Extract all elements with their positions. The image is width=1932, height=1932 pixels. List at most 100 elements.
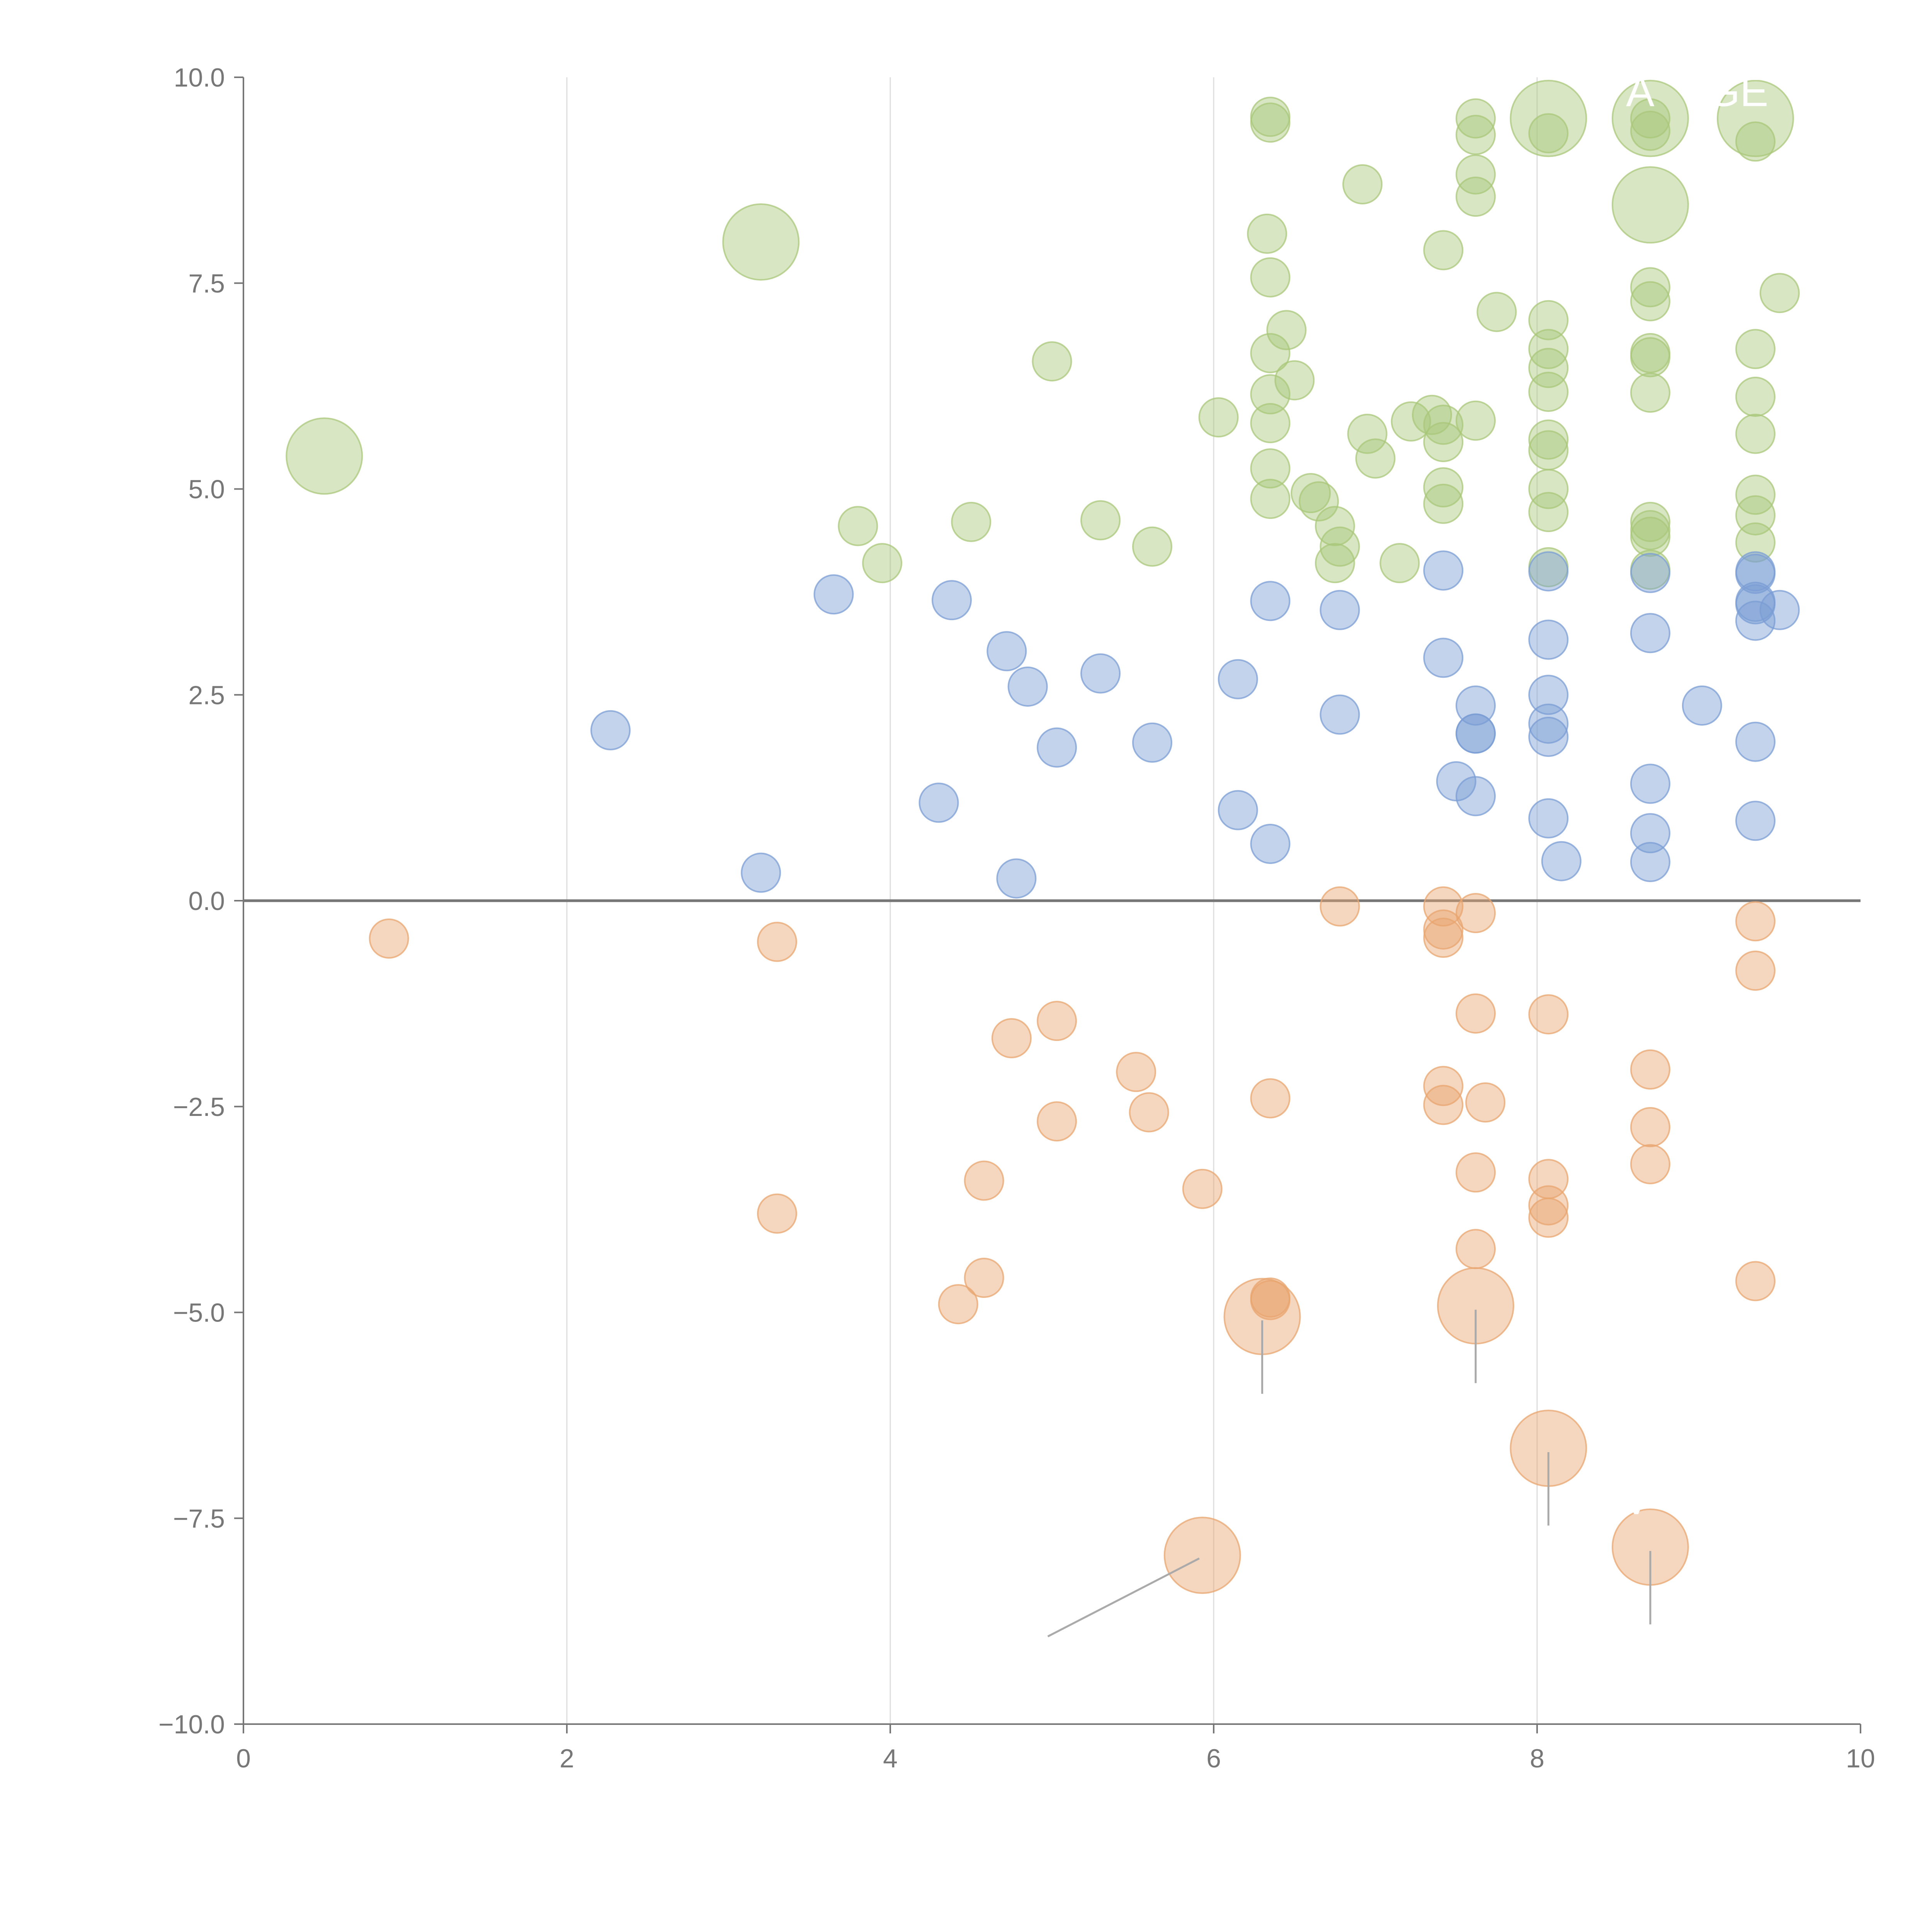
data-point-mid (1455, 685, 1496, 726)
data-point-low (964, 1160, 1004, 1201)
data-point-mid (932, 580, 972, 621)
data-point-high (1611, 166, 1689, 244)
x-tick-label: 0 (236, 1744, 251, 1773)
x-tick-label: 10 (1846, 1744, 1875, 1773)
data-point-mid (1455, 776, 1496, 816)
data-point-low (1250, 1280, 1291, 1320)
data-point-mid (1682, 685, 1722, 726)
data-point-mid (590, 710, 631, 750)
data-point-mid (741, 852, 781, 893)
data-point-low (1116, 1052, 1156, 1092)
data-point-high (1247, 213, 1287, 254)
data-point-mid (1528, 551, 1569, 592)
data-point-mid (1080, 653, 1121, 694)
data-point-low (1465, 1082, 1506, 1123)
data-point-low (1455, 993, 1496, 1034)
data-point-low (1182, 1168, 1223, 1209)
data-point-low (1455, 1229, 1496, 1269)
data-point-mid (1735, 801, 1776, 841)
data-point-high (1476, 292, 1517, 332)
y-tick-label: 7.5 (188, 269, 225, 298)
data-point-high (1630, 517, 1670, 557)
data-point-low (757, 922, 798, 962)
data-point-mid (1630, 764, 1670, 804)
y-tick-label: 2.5 (188, 680, 225, 710)
y-tick-label: −7.5 (173, 1504, 225, 1533)
data-point-mid (1630, 553, 1670, 593)
data-point-high (1455, 115, 1496, 155)
data-point-high (1735, 376, 1776, 417)
data-point-high (1528, 469, 1569, 509)
data-point-high (1423, 405, 1464, 445)
data-point-low (1630, 1107, 1670, 1148)
data-point-high (1630, 502, 1670, 542)
data-point-mid (1320, 694, 1360, 735)
data-point-low (1528, 1185, 1569, 1226)
data-point-low (369, 918, 409, 959)
data-point-high (1320, 526, 1360, 567)
y-tick-label: −10.0 (158, 1710, 225, 1739)
data-point-low (1735, 1261, 1776, 1301)
data-point-low (757, 1193, 798, 1234)
data-point-high (1250, 257, 1291, 298)
data-point-low (1250, 1078, 1291, 1119)
data-point-high (1630, 267, 1670, 308)
data-point-high (1455, 176, 1496, 217)
data-point-high (1528, 113, 1569, 153)
data-point-high (1630, 111, 1670, 151)
data-point-mid (1250, 823, 1291, 864)
data-point-mid (1007, 666, 1048, 707)
data-point-high (1528, 492, 1569, 532)
data-point-high (1630, 337, 1670, 378)
data-point-high (1423, 230, 1464, 270)
data-point-low (1129, 1092, 1169, 1133)
data-point-low (1037, 1101, 1077, 1142)
data-point-high (1250, 403, 1291, 444)
data-point-high (1630, 281, 1670, 321)
data-point-high (1735, 329, 1776, 369)
data-point-mid (918, 782, 959, 823)
data-point-high (951, 502, 992, 542)
data-point-mid (1735, 721, 1776, 762)
data-point-mid (1528, 703, 1569, 744)
data-point-high (1315, 506, 1355, 546)
data-point-high (1735, 121, 1776, 162)
data-point-low (1455, 1152, 1496, 1193)
data-point-high (862, 543, 903, 583)
data-point-high (1274, 360, 1315, 401)
data-point-mid (1528, 619, 1569, 660)
data-point-mid (1630, 842, 1670, 882)
x-tick-label: 2 (560, 1744, 574, 1773)
data-point-low (1423, 917, 1464, 958)
data-point-mid (1528, 716, 1569, 757)
data-point-mid (1423, 638, 1464, 678)
data-point-high (1759, 273, 1800, 313)
data-point-high (1250, 97, 1291, 137)
data-point-high (1528, 430, 1569, 471)
data-point-mid (996, 858, 1037, 899)
data-point-mid (813, 574, 854, 615)
x-tick-label: 6 (1206, 1744, 1221, 1773)
leader-line (1047, 1557, 1200, 1638)
y-tick-label: 0.0 (188, 886, 225, 916)
y-tick-label: 5.0 (188, 475, 225, 504)
data-point-high (1315, 543, 1355, 583)
data-point-low (1320, 886, 1360, 927)
data-point-high (1423, 467, 1464, 508)
data-point-high (838, 506, 878, 546)
data-point-high (1250, 102, 1291, 143)
data-point-high (1198, 397, 1239, 438)
data-point-low (1735, 901, 1776, 942)
data-point-high (722, 203, 800, 281)
data-point-high (1423, 422, 1464, 463)
data-point-high (1455, 154, 1496, 195)
data-point-mid (1735, 600, 1776, 641)
data-point-low (1630, 1049, 1670, 1090)
data-point-high (1379, 543, 1420, 583)
data-point-mid (1132, 722, 1172, 763)
data-point-high (1528, 419, 1569, 460)
data-point-low (938, 1284, 978, 1325)
data-point-low (1528, 994, 1569, 1035)
data-point-mid (1735, 553, 1776, 594)
